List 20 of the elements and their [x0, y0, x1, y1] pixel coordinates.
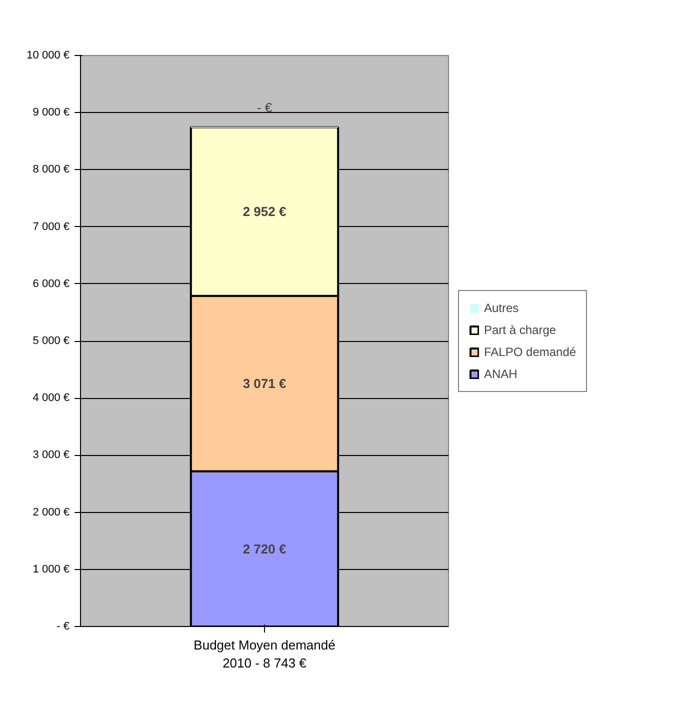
legend-label: Autres [484, 300, 519, 314]
y-tick-label: 10 000 € [26, 50, 70, 62]
y-tick-label: 4 000 € [32, 392, 70, 404]
y-tick-label: 8 000 € [32, 164, 70, 176]
data-label: 3 071 € [242, 376, 286, 392]
x-tick-label: Budget Moyen demandé 2010 - 8 743 € [194, 638, 336, 670]
y-tick-label: - € [56, 620, 70, 632]
y-tick-label: 3 000 € [32, 449, 70, 462]
legend-label: ANAH [484, 366, 518, 380]
data-label: 2 952 € [242, 204, 286, 220]
data-label: 2 720 € [242, 541, 286, 556]
y-tick-label: 9 000 € [32, 106, 70, 119]
legend-label: Part à charge [484, 322, 556, 336]
y-tick-label: 2 000 € [32, 506, 70, 518]
legend-label: FALPO demandé [484, 344, 576, 358]
data-label: - € [256, 100, 273, 115]
y-tick-label: 6 000 € [32, 278, 70, 290]
y-tick-label: 7 000 € [32, 220, 70, 233]
y-tick-label: 1 000 € [32, 563, 70, 576]
y-tick-label: 5 000 € [32, 335, 70, 347]
